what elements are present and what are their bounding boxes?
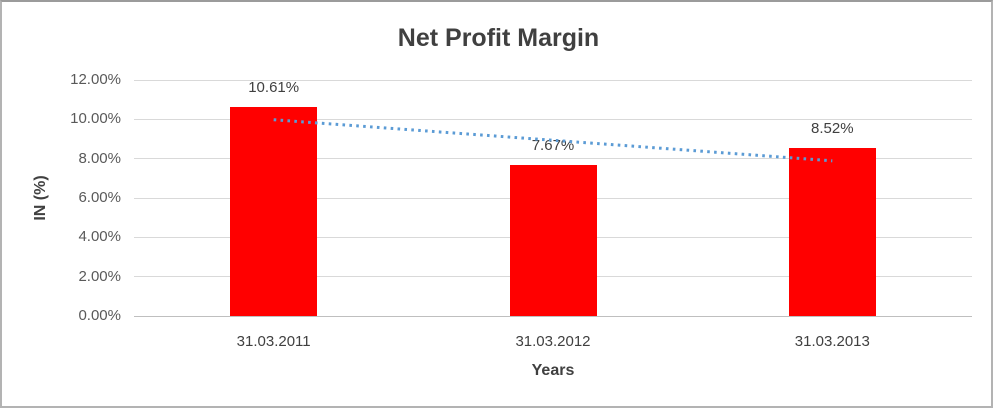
chart-title: Net Profit Margin	[397, 24, 600, 52]
y-tick-label: 2.00%	[78, 267, 121, 285]
y-tick-label: 6.00%	[78, 189, 121, 206]
data-label: 8.52%	[811, 120, 854, 138]
data-label: 10.61%	[248, 79, 300, 97]
data-label: 7.67%	[531, 137, 575, 155]
x-tick-label: 31.03.2013	[794, 333, 870, 350]
x-axis-line	[134, 315, 972, 317]
x-tick-label: 31.03.2011	[236, 333, 311, 350]
x-tick-label: 31.03.2012	[515, 333, 591, 350]
bar-31.03.2011	[230, 107, 318, 316]
gridline	[134, 79, 972, 81]
y-tick-label: 0.00%	[78, 307, 121, 324]
bar-31.03.2013	[788, 148, 876, 316]
y-tick-label: 4.00%	[78, 228, 121, 246]
x-axis-title: Years	[531, 362, 575, 379]
y-tick-label: 8.00%	[78, 149, 121, 167]
y-tick-label: 10.00%	[70, 110, 121, 128]
y-tick-label: 12.00%	[70, 71, 121, 88]
bar-31.03.2012	[509, 165, 597, 316]
